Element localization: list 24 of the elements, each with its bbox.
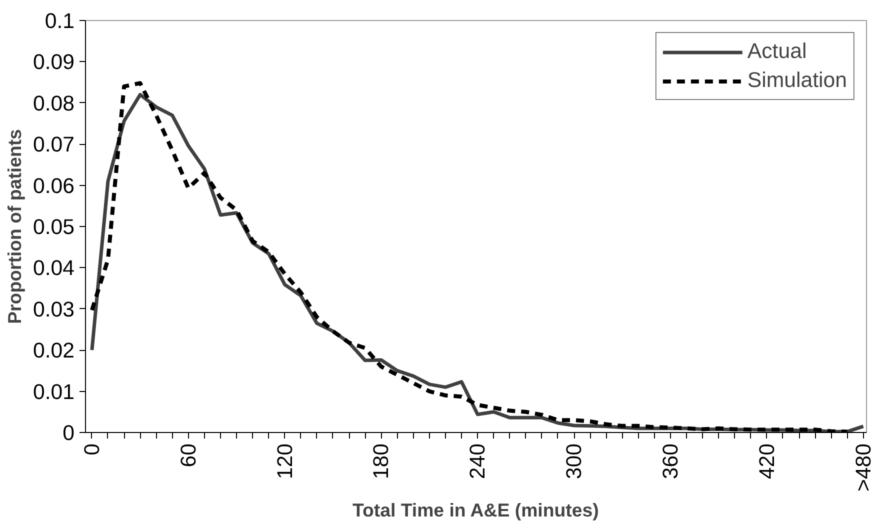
y-tick-label: 0.05 bbox=[32, 215, 75, 239]
y-tick-label: 0.07 bbox=[32, 132, 75, 157]
x-tick-label: 60 bbox=[176, 443, 200, 468]
y-axis-title: Proportion of patients bbox=[4, 129, 25, 324]
y-tick-label: 0.03 bbox=[32, 297, 75, 322]
x-tick-label: 120 bbox=[272, 443, 297, 480]
y-tick-label: 0.01 bbox=[32, 380, 75, 404]
y-tick-label: 0.1 bbox=[44, 9, 75, 33]
x-tick-label: 0 bbox=[80, 443, 104, 456]
x-tick-label: 240 bbox=[466, 443, 490, 480]
legend-label: Simulation bbox=[747, 68, 847, 93]
y-tick-label: 0 bbox=[62, 421, 75, 445]
y-tick-label: 0.06 bbox=[32, 174, 75, 198]
legend-label: Actual bbox=[747, 39, 807, 64]
x-tick-label: 180 bbox=[369, 443, 394, 480]
x-axis-title: Total Time in A&E (minutes) bbox=[352, 500, 599, 521]
y-tick-label: 0.08 bbox=[32, 91, 75, 116]
y-tick-label: 0.04 bbox=[32, 256, 75, 280]
x-tick-label: 420 bbox=[754, 443, 779, 480]
y-tick-label: 0.02 bbox=[32, 338, 75, 363]
x-tick-label: 300 bbox=[562, 443, 586, 480]
y-tick-label: 0.09 bbox=[32, 50, 75, 74]
x-tick-label: >480 bbox=[851, 443, 876, 492]
x-tick-label: 360 bbox=[658, 443, 682, 480]
